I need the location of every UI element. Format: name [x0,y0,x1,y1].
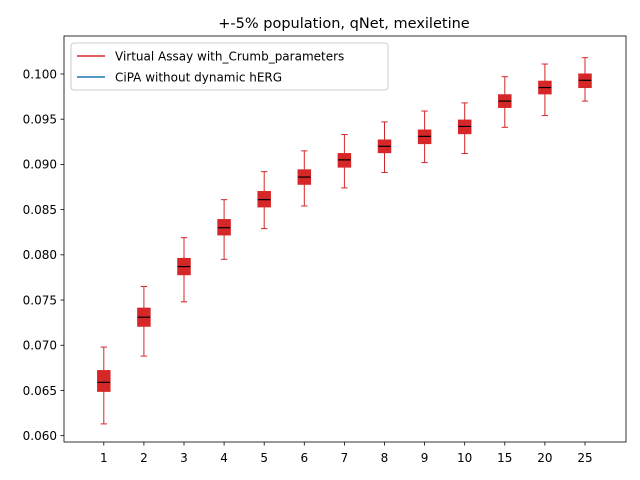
y-tick-label: 0.085 [23,203,57,217]
box-15 [498,76,512,128]
y-tick-label: 0.095 [23,112,57,126]
y-tick-label: 0.070 [23,339,57,353]
x-tick-label: 3 [180,451,188,465]
x-tick-label: 25 [577,451,592,465]
box-2 [137,285,151,357]
box-4 [217,199,231,260]
legend-box [70,42,389,91]
chart-title: +-5% population, qNet, mexiletine [218,16,469,32]
legend: Virtual Assay with_Crumb_parameters CiPA … [70,42,389,91]
box-3 [177,237,191,303]
box-10 [457,102,472,155]
box-8 [377,121,392,174]
box-20 [538,63,552,117]
box-25 [578,57,592,102]
y-tick-label: 0.060 [23,429,57,443]
y-tick-label: 0.090 [23,158,57,172]
box-1 [97,346,111,425]
box-6 [297,150,312,207]
x-tick-label: 4 [220,451,228,465]
x-tick-label: 15 [497,451,512,465]
box-5 [257,171,271,230]
box-9 [417,110,432,164]
x-tick-label: 5 [260,451,268,465]
y-tick-label: 0.100 [23,67,57,81]
plot-area [63,35,627,443]
x-tick-label: 10 [457,451,472,465]
x-axis: 1 2 3 4 5 6 7 8 9 10 15 20 25 [100,442,593,465]
axes-frame [63,35,627,443]
x-tick-label: 2 [140,451,148,465]
y-tick-label: 0.065 [23,384,57,398]
x-tick-label: 6 [300,451,308,465]
x-tick-label: 20 [537,451,552,465]
x-tick-label: 8 [381,451,389,465]
y-tick-label: 0.080 [23,248,57,262]
box-body [97,370,111,392]
y-tick-label: 0.075 [23,293,57,307]
legend-label: Virtual Assay with_Crumb_parameters [115,49,344,63]
box-7 [337,134,352,189]
x-tick-label: 7 [341,451,349,465]
legend-label: CiPA without dynamic hERG [115,70,282,84]
x-tick-label: 1 [100,451,108,465]
y-axis: 0.060 0.065 0.070 0.075 0.080 0.085 0.090 0.095… [23,67,64,443]
x-tick-label: 9 [421,451,429,465]
